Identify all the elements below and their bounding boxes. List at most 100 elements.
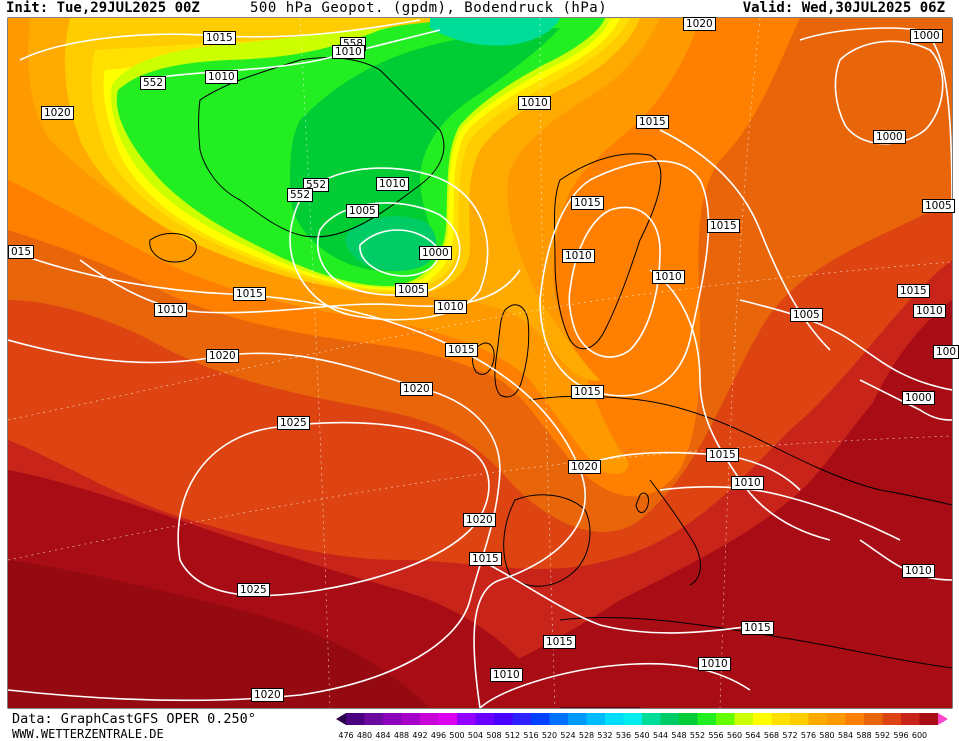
band-600 — [8, 560, 430, 708]
band-596-east — [640, 300, 952, 708]
isobar-1010-east — [649, 269, 831, 541]
isobar-label: 1005 — [922, 199, 955, 213]
isobar-label: 1010 — [731, 476, 764, 490]
isobar-label: 1020 — [683, 17, 716, 31]
legend-swatch — [438, 713, 457, 725]
map-title: 500 hPa Geopot. (gpdm), Bodendruck (hPa) — [250, 0, 608, 16]
isobar-label: 1020 — [463, 513, 496, 527]
legend-swatch — [771, 713, 790, 725]
isobar-label: 1015 — [897, 284, 930, 298]
isobar-label: 552 — [287, 188, 314, 202]
legend-swatch — [531, 713, 550, 725]
isobar-1010-se — [859, 539, 952, 581]
isobar-1015-a — [8, 249, 586, 708]
isobar-1005-east — [739, 299, 952, 391]
legend-tick-label: 532 — [597, 731, 612, 740]
isobar-label: 552 — [140, 76, 167, 90]
legend-swatch — [346, 713, 365, 725]
isobar-label: 1015 — [636, 115, 669, 129]
isobar-label: 1000 — [910, 29, 943, 43]
legend-tick-label: 580 — [819, 731, 834, 740]
legend-tick-label: 564 — [745, 731, 760, 740]
legend-tick-label: 588 — [856, 731, 871, 740]
legend-tick-label: 500 — [449, 731, 464, 740]
greenland-coast — [198, 57, 445, 238]
legend-swatch — [901, 713, 920, 725]
isobar-label: 1010 — [913, 304, 946, 318]
isobar-label: 1025 — [237, 583, 270, 597]
legend-swatch — [475, 713, 494, 725]
isobar-label: 100 — [933, 345, 959, 359]
isobar-1005-low — [316, 202, 461, 296]
band-540 — [430, 18, 560, 46]
legend-swatch — [753, 713, 772, 725]
isobar-label: 1000 — [419, 246, 452, 260]
coastlines — [149, 57, 952, 669]
legend-swatch — [845, 713, 864, 725]
isobar-label: 1015 — [707, 219, 740, 233]
isobar-label: 1015 — [571, 385, 604, 399]
mediterranean-islands — [635, 492, 649, 513]
legend-tick-label: 544 — [653, 731, 668, 740]
isobar-label: 1015 — [445, 343, 478, 357]
isobar-1010-greenland — [139, 29, 441, 81]
grid-lat-2 — [8, 435, 952, 561]
isobar-label: 015 — [8, 245, 35, 259]
isobar-label: 1000 — [873, 130, 906, 144]
iceland-coast — [149, 233, 197, 263]
uk-coast — [494, 304, 530, 398]
isobar-label: 1015 — [469, 552, 502, 566]
legend-swatch — [623, 713, 642, 725]
color-legend: 476 480 484 488 492 496 500 504 508 512 516 520 524 5… — [336, 713, 948, 740]
website-credit: WWW.WETTERZENTRALE.DE — [12, 727, 164, 741]
legend-tick-label: 508 — [486, 731, 501, 740]
isobar-label: 1020 — [206, 349, 239, 363]
isobar-label: 1015 — [571, 196, 604, 210]
legend-tick-label: 576 — [801, 731, 816, 740]
legend-arrow-left — [336, 713, 346, 725]
isobar-label: 1010 — [518, 96, 551, 110]
isobar-label: 1010 — [154, 303, 187, 317]
legend-tick-label: 596 — [893, 731, 908, 740]
legend-swatch — [512, 713, 531, 725]
legend-tick-label: 476 — [338, 731, 353, 740]
europe-mainland-coast — [529, 395, 952, 506]
isobar-label: 1015 — [233, 287, 266, 301]
legend-tick-label: 572 — [782, 731, 797, 740]
grid-lon-1 — [299, 18, 331, 708]
legend-swatch — [697, 713, 716, 725]
legend-swatch — [679, 713, 698, 725]
legend-tick-label: 584 — [838, 731, 853, 740]
legend-tick-label: 480 — [357, 731, 372, 740]
legend-tick-label: 540 — [634, 731, 649, 740]
legend-swatch — [716, 713, 735, 725]
legend-swatch — [568, 713, 587, 725]
isobar-label: 1020 — [400, 382, 433, 396]
legend-swatch — [364, 713, 383, 725]
isobar-label: 1015 — [706, 448, 739, 462]
isobar-1000-east — [859, 379, 952, 421]
isobar-label: 1010 — [652, 270, 685, 284]
isobar-1000-ne — [834, 40, 944, 145]
legend-tick-label: 488 — [394, 731, 409, 740]
isobar-1015-south — [479, 559, 761, 634]
legend-swatch — [734, 713, 753, 725]
isobar-label: 1010 — [332, 45, 365, 59]
legend-tick-label: 536 — [616, 731, 631, 740]
isobar-label: 1020 — [568, 460, 601, 474]
band-544 — [345, 216, 437, 272]
legend-swatch — [882, 713, 901, 725]
legend-arrow-right — [938, 713, 948, 725]
legend-swatch — [605, 713, 624, 725]
legend-tick-label: 548 — [671, 731, 686, 740]
legend-swatch — [549, 713, 568, 725]
isobar-label: 1010 — [490, 668, 523, 682]
isobar-label: 1025 — [277, 416, 310, 430]
init-time: Init: Tue,29JUL2025 00Z — [6, 0, 200, 16]
isobar-label: 1005 — [790, 308, 823, 322]
legend-tick-label: 516 — [523, 731, 538, 740]
isobar-label: 1020 — [251, 688, 284, 702]
isobar-1025-west — [177, 421, 490, 597]
iberia-coast — [503, 494, 591, 587]
legend-tick-label: 512 — [505, 731, 520, 740]
